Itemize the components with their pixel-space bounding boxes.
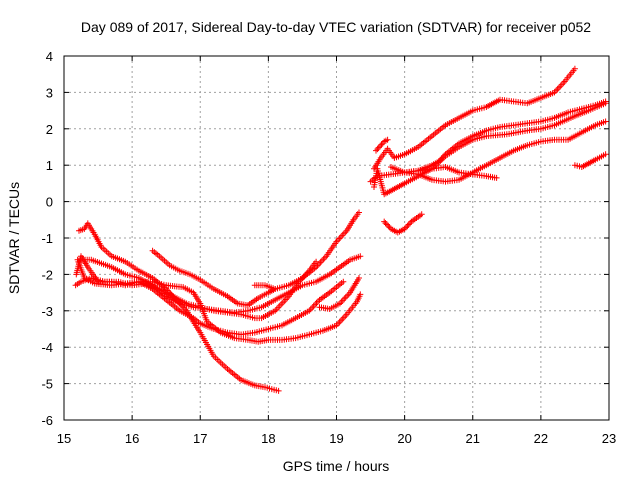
x-tick-label: 22 (534, 431, 548, 446)
series-track-7 (251, 282, 279, 292)
series-track-8 (316, 275, 362, 312)
chart-title: Day 089 of 2017, Sidereal Day-to-day VTE… (81, 19, 591, 35)
x-tick-label: 20 (397, 431, 411, 446)
series-markers (371, 65, 578, 172)
x-tick-label: 18 (261, 431, 275, 446)
axis-ticks (63, 55, 610, 421)
y-tick-label: -4 (41, 340, 53, 355)
x-tick-label: 16 (125, 431, 139, 446)
series-track-14 (381, 211, 425, 236)
y-tick-label: 4 (46, 49, 53, 64)
series-markers (381, 211, 425, 236)
series-track-9 (371, 65, 578, 172)
series-track-15 (401, 164, 500, 181)
x-axis-title: GPS time / hours (283, 458, 390, 474)
y-tick-label: 0 (46, 195, 53, 210)
y-tick-label: -6 (41, 413, 53, 428)
y-axis-title: SDTVAR / TECUs (6, 182, 22, 294)
series-track-5 (78, 253, 364, 316)
series-markers (251, 282, 279, 292)
series-track-6 (149, 209, 362, 309)
data-points-layer (72, 65, 609, 394)
y-tick-label: -2 (41, 267, 53, 282)
series-track-16 (571, 151, 609, 170)
series-track-10 (373, 136, 391, 154)
series-markers (373, 136, 391, 154)
x-tick-label: 17 (193, 431, 207, 446)
y-tick-label: 1 (46, 158, 53, 173)
y-tick-label: -1 (41, 231, 53, 246)
series-markers (401, 164, 500, 181)
y-tick-label: -5 (41, 377, 53, 392)
series-track-12 (371, 100, 609, 198)
x-tick-label: 15 (57, 431, 71, 446)
series-markers (371, 100, 609, 198)
x-tick-label: 19 (329, 431, 343, 446)
series-markers (149, 209, 362, 309)
y-tick-label: -3 (41, 304, 53, 319)
y-tick-label: 3 (46, 85, 53, 100)
x-tick-label: 23 (602, 431, 616, 446)
y-tick-label: 2 (46, 122, 53, 137)
x-tick-label: 21 (466, 431, 480, 446)
series-markers (316, 275, 362, 312)
series-markers (571, 151, 609, 170)
series-markers (78, 253, 364, 316)
